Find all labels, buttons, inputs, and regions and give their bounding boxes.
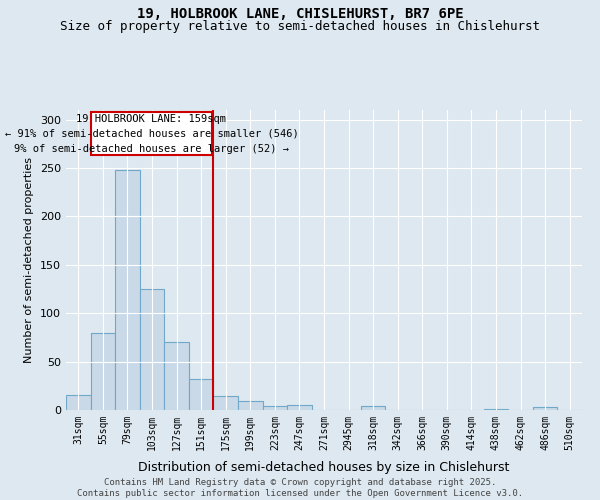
Text: 9% of semi-detached houses are larger (52) →: 9% of semi-detached houses are larger (5… — [14, 144, 289, 154]
Text: Size of property relative to semi-detached houses in Chislehurst: Size of property relative to semi-detach… — [60, 20, 540, 33]
Text: 19 HOLBROOK LANE: 159sqm: 19 HOLBROOK LANE: 159sqm — [76, 114, 226, 124]
FancyBboxPatch shape — [91, 112, 212, 156]
Bar — [91, 332, 115, 410]
Bar — [140, 289, 164, 410]
Bar — [484, 409, 508, 410]
Bar — [164, 342, 189, 410]
Text: Contains HM Land Registry data © Crown copyright and database right 2025.
Contai: Contains HM Land Registry data © Crown c… — [77, 478, 523, 498]
Bar — [287, 405, 312, 410]
Bar — [263, 406, 287, 410]
Bar — [66, 396, 91, 410]
Bar — [238, 402, 263, 410]
Bar — [214, 396, 238, 410]
Text: 19, HOLBROOK LANE, CHISLEHURST, BR7 6PE: 19, HOLBROOK LANE, CHISLEHURST, BR7 6PE — [137, 8, 463, 22]
Bar — [115, 170, 140, 410]
Y-axis label: Number of semi-detached properties: Number of semi-detached properties — [25, 157, 34, 363]
Bar — [361, 406, 385, 410]
X-axis label: Distribution of semi-detached houses by size in Chislehurst: Distribution of semi-detached houses by … — [139, 461, 509, 474]
Bar — [533, 407, 557, 410]
Text: ← 91% of semi-detached houses are smaller (546): ← 91% of semi-detached houses are smalle… — [5, 128, 298, 138]
Bar — [189, 379, 214, 410]
